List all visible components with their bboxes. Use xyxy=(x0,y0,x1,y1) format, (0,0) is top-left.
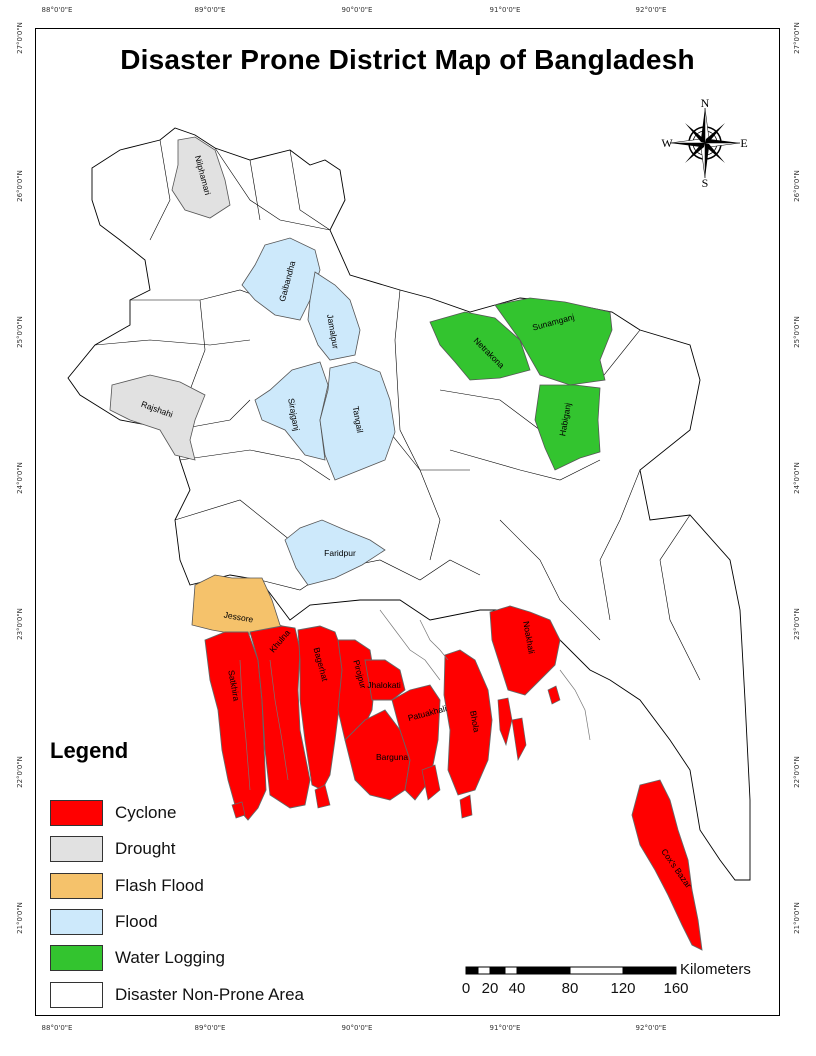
label-tangail: Tangail xyxy=(351,405,366,433)
label-jhalokati: Jhalokati xyxy=(367,680,401,690)
label-barguna: Barguna xyxy=(376,752,408,762)
scale-tick-40: 40 xyxy=(508,980,526,997)
graticule-bottom-91: 91°0'0"E xyxy=(489,1024,521,1032)
district-bhola xyxy=(443,649,493,796)
compass-e: E xyxy=(740,136,747,150)
legend-swatch-cyclone xyxy=(50,800,103,826)
legend-label-flood: Flood xyxy=(115,912,158,931)
legend-swatch-water-logging xyxy=(50,945,103,971)
legend-item-flash-flood: Flash Flood xyxy=(50,871,204,901)
map-title: Disaster Prone District Map of Banglades… xyxy=(120,44,695,75)
north-arrow-icon: N S W E xyxy=(661,98,747,188)
graticule-top-89: 89°0'0"E xyxy=(194,6,226,14)
legend-swatch-flood xyxy=(50,909,103,935)
scale-tick-160: 160 xyxy=(663,980,689,997)
district-noakhali xyxy=(489,605,561,696)
legend-label-flash-flood: Flash Flood xyxy=(115,876,204,895)
district-rajshahi xyxy=(109,374,206,461)
graticule-top-88: 88°0'0"E xyxy=(41,6,73,14)
legend-item-drought: Drought xyxy=(50,834,175,864)
district-faridpur xyxy=(284,519,386,586)
legend-label-water-logging: Water Logging xyxy=(115,948,225,967)
compass-w: W xyxy=(661,136,673,150)
district-netrakona xyxy=(429,311,531,381)
label-bhola: Bhola xyxy=(468,710,482,733)
graticule-top-90: 90°0'0"E xyxy=(341,6,373,14)
scale-tick-20: 20 xyxy=(481,980,499,997)
district-jhalokati xyxy=(364,659,406,701)
scale-unit: Kilometers xyxy=(680,961,751,978)
legend-item-non-prone: Disaster Non-Prone Area xyxy=(50,980,304,1010)
district-bagerhat xyxy=(297,625,346,791)
district-satkhira xyxy=(204,631,267,821)
district-boundaries xyxy=(94,139,701,681)
district-nilphamari xyxy=(171,136,231,219)
scale-bar xyxy=(465,966,677,975)
graticule-bottom-89: 89°0'0"E xyxy=(194,1024,226,1032)
legend-label-cyclone: Cyclone xyxy=(115,803,177,822)
graticule-top-91: 91°0'0"E xyxy=(489,6,521,14)
graticule-bottom-92: 92°0'0"E xyxy=(635,1024,667,1032)
legend-label-drought: Drought xyxy=(115,839,176,858)
legend-item-cyclone: Cyclone xyxy=(50,798,176,828)
legend-label-non-prone: Disaster Non-Prone Area xyxy=(115,985,304,1004)
legend-title: Legend xyxy=(50,738,129,763)
graticule-top-92: 92°0'0"E xyxy=(635,6,667,14)
coastal-islands xyxy=(231,685,561,819)
scale-tick-80: 80 xyxy=(561,980,579,997)
graticule-bottom-90: 90°0'0"E xyxy=(341,1024,373,1032)
district-sunamganj xyxy=(494,297,613,386)
compass-s: S xyxy=(702,176,709,188)
compass-n: N xyxy=(701,98,710,110)
scale-tick-0: 0 xyxy=(461,980,471,997)
graticule-bottom-88: 88°0'0"E xyxy=(41,1024,73,1032)
district-tangail xyxy=(319,361,396,481)
legend: Legend Cyclone Drought Flash Flood Flood… xyxy=(50,738,304,1008)
scale-tick-120: 120 xyxy=(610,980,636,997)
legend-swatch-flash-flood xyxy=(50,873,103,899)
district-habiganj xyxy=(534,384,601,471)
label-faridpur: Faridpur xyxy=(324,548,356,558)
district-gaibandha xyxy=(241,237,321,321)
district-sirajganj xyxy=(254,361,329,461)
district-khulna xyxy=(249,625,311,809)
district-jamalpur xyxy=(307,271,361,361)
legend-swatch-drought xyxy=(50,836,103,862)
district-coxs-bazar xyxy=(631,779,703,951)
rivers xyxy=(239,609,591,791)
legend-item-water-logging: Water Logging xyxy=(50,943,225,973)
legend-swatch-non-prone xyxy=(50,982,103,1008)
legend-item-flood: Flood xyxy=(50,907,158,937)
